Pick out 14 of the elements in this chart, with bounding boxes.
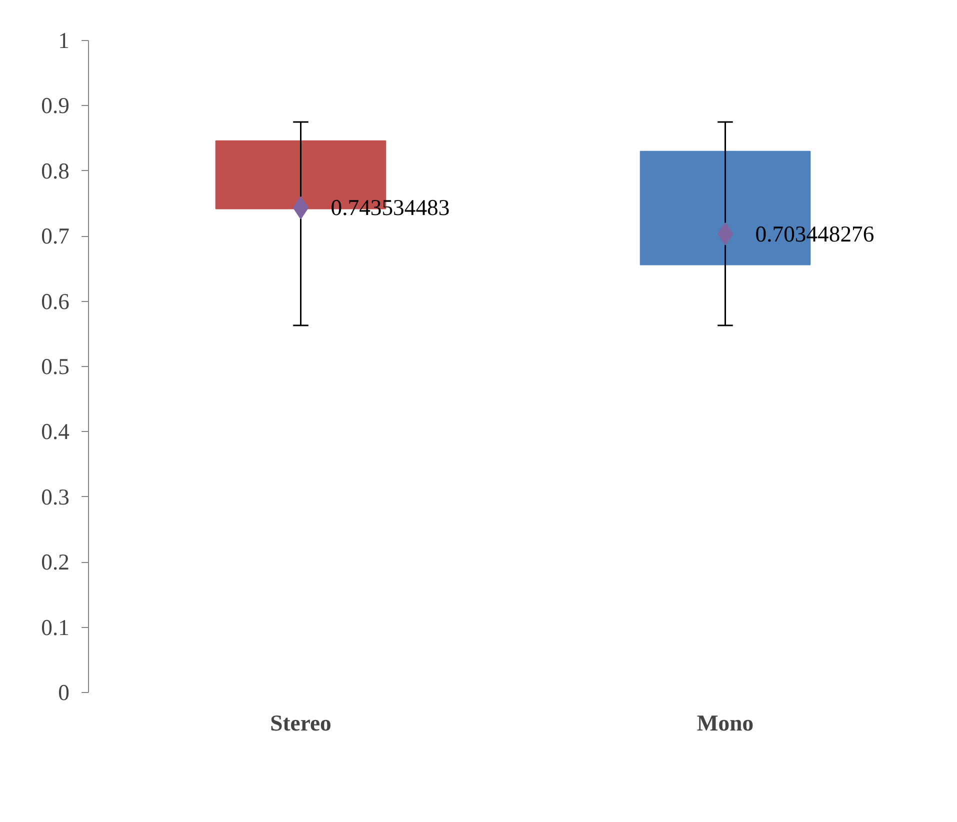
y-tick-label: 0 [58, 680, 70, 705]
y-tick-label: 0.6 [41, 288, 70, 314]
y-tick-label: 0.7 [41, 224, 70, 249]
y-tick-label: 0.5 [41, 354, 70, 379]
y-tick-label: 0.1 [41, 614, 70, 640]
y-tick-label: 1 [58, 28, 70, 53]
y-tick-label: 0.3 [41, 484, 70, 510]
y-tick-label: 0.4 [41, 419, 70, 444]
y-tick-label: 0.8 [41, 158, 70, 184]
x-tick-label: Mono [696, 710, 754, 736]
data-label: 0.743534483 [330, 195, 450, 220]
y-tick-label: 0.9 [41, 93, 70, 118]
y-tick-label: 0.2 [41, 550, 70, 575]
x-tick-label: Stereo [270, 710, 332, 736]
